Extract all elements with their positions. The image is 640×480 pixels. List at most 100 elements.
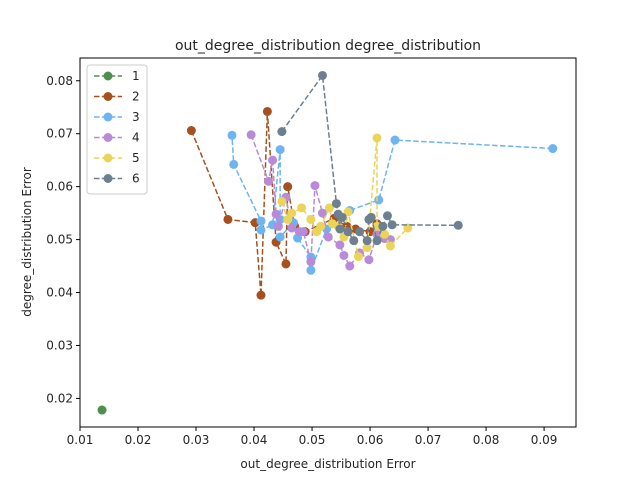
series-6-point <box>277 127 287 137</box>
y-tick-label: 0.05 <box>46 233 73 247</box>
series-5-point <box>277 196 287 206</box>
series-5-point <box>297 203 307 213</box>
series-5-point <box>403 223 413 233</box>
series-3-point <box>275 145 285 155</box>
series-4-point <box>246 130 256 140</box>
series-5-point <box>372 133 382 143</box>
legend-item-6: 6 <box>94 172 140 186</box>
series-2-point <box>186 126 196 136</box>
x-tick-label: 0.08 <box>473 433 500 447</box>
y-axis-title: degree_distribution Error <box>20 167 34 317</box>
series-5-point <box>287 208 297 218</box>
series-6-point <box>366 212 376 222</box>
series-6-point <box>337 212 347 222</box>
legend-marker <box>103 133 113 142</box>
chart-title: out_degree_distribution degree_distribut… <box>175 38 481 54</box>
series-4-point <box>287 223 297 233</box>
legend-label: 3 <box>132 110 140 124</box>
series-5-point <box>380 229 390 239</box>
series-5-point <box>324 203 334 213</box>
y-tick-label: 0.02 <box>46 391 73 405</box>
x-tick-label: 0.01 <box>67 433 94 447</box>
series-4-point <box>310 181 320 191</box>
x-tick-label: 0.09 <box>531 433 558 447</box>
series-3-point <box>229 159 239 169</box>
series-5-point <box>353 252 363 262</box>
x-tick-label: 0.03 <box>183 433 210 447</box>
series-6-point <box>343 227 353 237</box>
series-4-point <box>298 227 308 237</box>
legend-item-2: 2 <box>94 90 140 104</box>
y-tick-label: 0.06 <box>46 180 73 194</box>
series-6-point <box>331 199 341 209</box>
series-6-point <box>382 211 392 221</box>
series-4-point <box>264 176 274 186</box>
legend-marker <box>103 153 113 163</box>
series-3-line <box>231 135 553 271</box>
x-axis: 0.01 0.02 0.03 0.04 0.05 0.06 0.07 0.08 0.09 <box>67 427 558 447</box>
series-6-point <box>317 70 327 80</box>
x-tick-label: 0.05 <box>299 433 326 447</box>
series-6-point <box>362 236 372 246</box>
series-6-point <box>372 236 382 246</box>
series-4-point <box>335 240 345 250</box>
x-tick-label: 0.07 <box>415 433 442 447</box>
plot-area <box>97 70 558 415</box>
series-5-point <box>316 221 326 231</box>
series-2-point <box>256 290 266 300</box>
series-4-point <box>271 209 281 219</box>
legend-marker <box>103 174 113 183</box>
series-4-point <box>364 255 374 265</box>
series-3-point <box>390 135 400 145</box>
x-tick-label: 0.06 <box>357 433 384 447</box>
y-tick-label: 0.03 <box>46 338 73 352</box>
series-5-point <box>343 207 353 217</box>
legend-item-1: 1 <box>94 69 140 83</box>
y-tick-label: 0.08 <box>46 74 73 88</box>
series-4-point <box>339 250 349 260</box>
y-axis: 0.02 0.03 0.04 0.05 0.06 0.07 0.08 <box>46 74 80 405</box>
series-3-point <box>275 232 285 242</box>
series-1-point <box>97 405 107 415</box>
legend-label: 2 <box>132 90 140 104</box>
series-2-point <box>262 106 272 116</box>
series-1 <box>97 405 107 415</box>
x-tick-label: 0.02 <box>125 433 152 447</box>
legend-label: 4 <box>132 131 140 145</box>
series-4-point <box>268 155 278 165</box>
series-3-point <box>374 195 384 205</box>
series-3-point <box>256 225 266 235</box>
series-5-point <box>306 214 316 224</box>
series-2-point <box>283 182 293 192</box>
legend: 1 2 3 4 5 6 <box>86 64 148 195</box>
series-6-point <box>453 220 463 230</box>
series-6-point <box>355 227 365 237</box>
series-4-point <box>273 221 283 231</box>
series-3-point <box>256 216 266 226</box>
series-2-point <box>223 214 233 224</box>
series-4-point <box>306 257 316 267</box>
legend-item-3: 3 <box>94 110 140 124</box>
legend-label: 6 <box>132 172 140 186</box>
y-tick-label: 0.07 <box>46 127 73 141</box>
x-tick-label: 0.04 <box>241 433 268 447</box>
series-6-point <box>387 220 397 230</box>
series-6-point <box>335 224 345 234</box>
legend-label: 5 <box>132 151 140 165</box>
legend-item-4: 4 <box>94 131 140 145</box>
series-6-point <box>349 236 359 246</box>
series-3-point <box>306 265 316 275</box>
legend-label: 1 <box>132 69 140 83</box>
series-5-point <box>362 243 372 253</box>
series-3-point <box>548 144 558 154</box>
series-2-point <box>281 259 291 269</box>
y-tick-label: 0.04 <box>46 286 73 300</box>
x-axis-title: out_degree_distribution Error <box>240 457 415 471</box>
series-3-point <box>227 130 237 140</box>
plot-frame <box>79 57 577 428</box>
legend-item-5: 5 <box>94 151 140 165</box>
legend-marker <box>103 92 113 101</box>
series-6 <box>277 70 463 246</box>
series-6-point <box>378 221 388 231</box>
